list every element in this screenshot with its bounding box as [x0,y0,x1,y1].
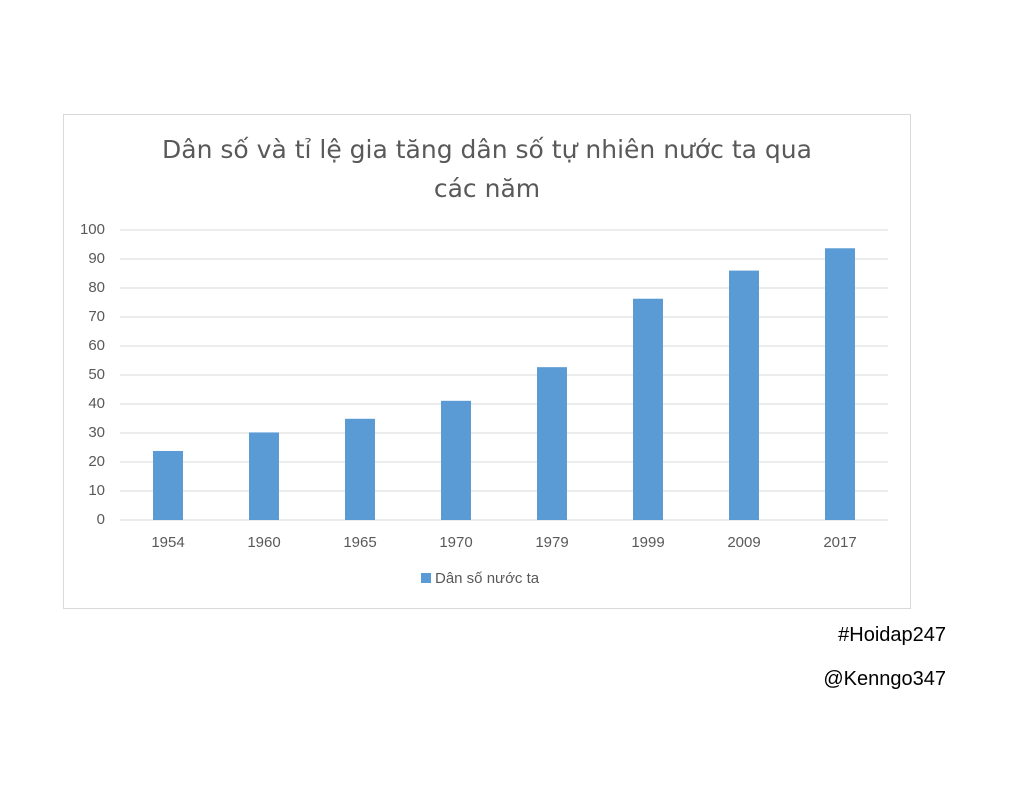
x-tick-label: 1960 [247,534,280,551]
y-tick-label: 30 [88,424,105,441]
x-tick-label: 2009 [727,534,760,551]
y-tick-label: 80 [88,279,105,296]
y-tick-label: 40 [88,395,105,412]
x-tick-label: 1965 [343,534,376,551]
y-tick-label: 10 [88,482,105,499]
y-tick-label: 60 [88,337,105,354]
y-tick-label: 0 [97,511,105,528]
bar [153,450,183,520]
legend-swatch [421,573,431,583]
y-tick-label: 50 [88,366,105,383]
chart-frame [63,114,911,609]
annotation: #Hoidap247 [838,624,946,646]
bar [633,298,663,520]
y-tick-label: 90 [88,250,105,267]
bar [825,248,855,520]
bar [441,400,471,520]
chart-title: Dân số và tỉ lệ gia tăng dân số tự nhiên… [162,135,812,203]
legend-label: Dân số nước ta [435,570,540,587]
x-tick-label: 2017 [823,534,856,551]
x-tick-label: 1954 [151,534,184,551]
bar [729,270,759,520]
x-tick-label: 1970 [439,534,472,551]
bar [537,367,567,520]
bar [249,432,279,520]
annotation: @Kenngo347 [823,668,946,690]
x-tick-label: 1979 [535,534,568,551]
y-tick-label: 70 [88,308,105,325]
y-tick-label: 20 [88,453,105,470]
y-tick-label: 100 [80,221,105,238]
bar [345,418,375,520]
x-tick-label: 1999 [631,534,664,551]
